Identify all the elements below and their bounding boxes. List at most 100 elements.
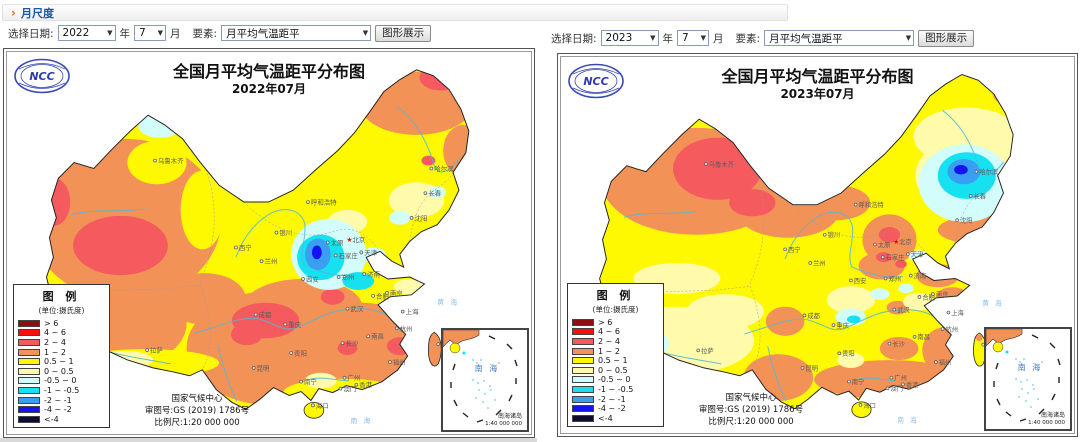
- rivers: [71, 105, 460, 402]
- city-dot: [409, 216, 414, 220]
- element-value: 月平均气温距平: [226, 27, 300, 40]
- city-dot: [325, 240, 330, 245]
- month-scale-label: 月尺度: [20, 6, 54, 20]
- nine-dash-line: [993, 334, 1061, 422]
- legend-swatch: [572, 414, 594, 422]
- legend-swatch: [18, 415, 40, 423]
- display-button[interactable]: 图形展示: [375, 24, 432, 42]
- legend-label: 2 ~ 4: [598, 336, 620, 346]
- sea-name-label: 南 海: [1018, 362, 1043, 372]
- city-label: 南京: [390, 288, 403, 297]
- city-dot: [883, 276, 888, 281]
- city-dot: [800, 366, 805, 370]
- city-dot: [940, 327, 945, 331]
- legend-item: 0.5 ~ 1: [18, 357, 105, 367]
- city-dot: [423, 191, 428, 195]
- city-dot: [366, 334, 371, 339]
- city-dot: [853, 202, 858, 207]
- legend-swatch: [18, 358, 40, 366]
- city-label: 武汉: [897, 305, 910, 314]
- map-subtitle: 2023年07月: [780, 87, 855, 101]
- dropdown-arrow-icon: ▼: [362, 29, 369, 37]
- city-label: 广州: [894, 373, 907, 382]
- capital-star-icon: ★: [346, 236, 352, 244]
- dropdown-arrow-icon: ▼: [700, 34, 707, 42]
- date-label: 选择日期:: [551, 32, 597, 45]
- city-dot: [234, 245, 238, 250]
- province-borders: [51, 165, 454, 370]
- legend-label: -1 ~ -0.5: [44, 385, 80, 395]
- legend-swatch: [572, 405, 594, 413]
- credit-scale: 比例尺:1:20 000 000: [154, 418, 240, 429]
- month-select[interactable]: 7 ▼: [677, 30, 710, 46]
- city-label: 澳门: [890, 384, 903, 393]
- legend-swatch: [18, 367, 40, 375]
- south-china-sea-inset: 南 海 南海诸岛 1:40 000 000: [984, 327, 1072, 431]
- element-select[interactable]: 月平均气温距平 ▼: [221, 25, 372, 41]
- city-label: 郑州: [342, 274, 355, 282]
- month-value: 7: [682, 32, 689, 44]
- display-button[interactable]: 图形展示: [918, 29, 975, 47]
- legend-item: <-4: [18, 414, 105, 424]
- city-label: 香港: [359, 380, 372, 389]
- city-dot: [892, 307, 897, 312]
- city-label: 太原: [331, 238, 344, 247]
- legend-label: -0.5 ~ 0: [598, 375, 631, 385]
- legend-label: 0.5 ~ 1: [598, 356, 628, 366]
- legend-item: 0 ~ 0.5: [572, 365, 659, 375]
- year-unit-label: 年: [119, 27, 131, 40]
- legend-label: > 6: [598, 317, 613, 327]
- legend-item: 0.5 ~ 1: [572, 356, 659, 366]
- sea-label: 黄 海: [982, 299, 1003, 308]
- city-dot: [289, 351, 294, 355]
- legend-item: > 6: [572, 317, 659, 327]
- legend-swatch: [572, 318, 594, 326]
- legend-swatch: [572, 357, 594, 365]
- dropdown-arrow-icon: ▼: [107, 29, 113, 37]
- month-scale-bar[interactable]: › 月尺度: [2, 4, 788, 21]
- city-dot: [887, 341, 892, 346]
- city-label: 武汉: [350, 304, 363, 313]
- legend-title: 图 例: [596, 289, 635, 303]
- month-select[interactable]: 7 ▼: [134, 25, 167, 41]
- ncc-logo: NCC: [13, 56, 71, 96]
- legend-label: 2 ~ 4: [44, 337, 66, 347]
- city-label: 上海: [951, 308, 964, 317]
- city-dot: [342, 375, 347, 380]
- city-label: 长沙: [892, 339, 905, 348]
- city-label: 乌鲁木齐: [158, 156, 184, 165]
- province-borders: [604, 168, 998, 370]
- city-dot: [436, 342, 441, 347]
- city-label: 澳门: [344, 384, 357, 393]
- legend-label: -1 ~ -0.5: [598, 384, 634, 394]
- legend-item: 2 ~ 4: [572, 337, 659, 347]
- legend-label: -2 ~ -1: [598, 394, 626, 404]
- nine-dash-line: [450, 335, 518, 423]
- city-dot: [968, 194, 973, 198]
- legend-label: 4 ~ 6: [598, 327, 620, 337]
- legend-swatch: [572, 337, 594, 345]
- city-label: 天津: [364, 249, 377, 257]
- city-dot: [885, 386, 890, 391]
- legend-item: -2 ~ -1: [18, 395, 105, 405]
- legend-item: 1 ~ 2: [18, 347, 105, 357]
- city-label: 北京: [899, 237, 912, 246]
- taiwan-north-anomaly: [975, 334, 983, 342]
- element-select[interactable]: 月平均气温距平 ▼: [764, 30, 915, 46]
- city-label: 上海: [406, 307, 419, 316]
- legend-swatch: [18, 396, 40, 404]
- city-dot: [946, 310, 951, 315]
- city-dot: [400, 309, 405, 314]
- legend-item: -1 ~ -0.5: [572, 385, 659, 395]
- city-label: 济南: [914, 271, 927, 280]
- city-label: 北京: [352, 235, 365, 244]
- year-select[interactable]: 2022 ▼: [57, 25, 116, 41]
- month-unit-label: 月: [713, 32, 724, 45]
- year-select[interactable]: 2023 ▼: [600, 30, 659, 46]
- city-dot: [931, 292, 935, 296]
- city-dot: [354, 382, 359, 387]
- city-dot: [371, 293, 375, 298]
- credit-approval: 审图号:GS (2019) 1786号: [698, 405, 804, 416]
- map-frame-2022: 黄 海南 海 乌鲁木齐 哈尔滨 长春 沈阳 ★ 北京 天津 石家庄 太原 呼和浩特 济南 郑州 西安 银川…: [3, 48, 535, 438]
